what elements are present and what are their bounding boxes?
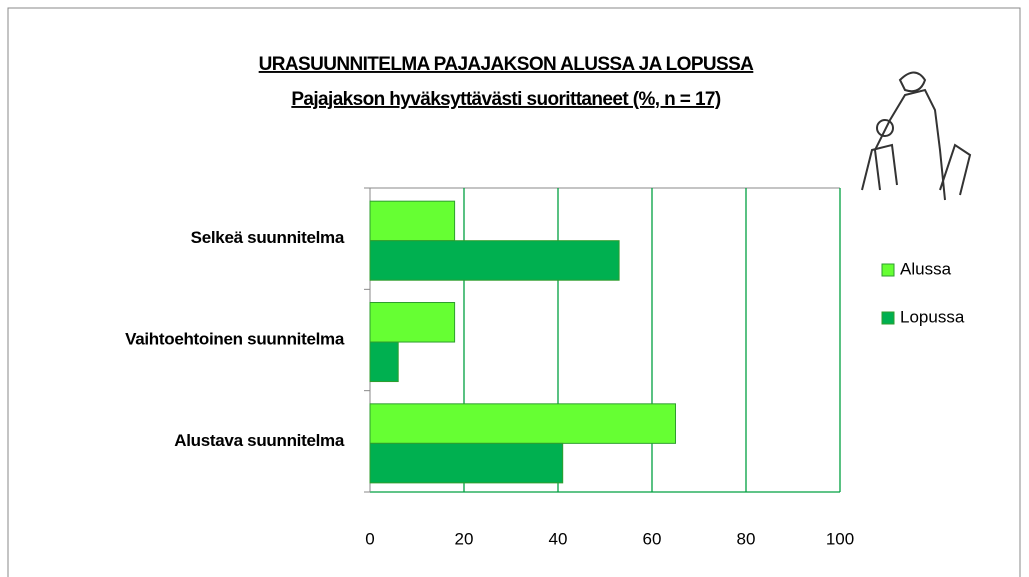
x-tick-label: 0 bbox=[365, 529, 374, 548]
x-tick-label: 80 bbox=[737, 529, 756, 548]
legend-label: Alussa bbox=[900, 259, 952, 278]
x-tick-label: 40 bbox=[549, 529, 568, 548]
x-tick-label: 20 bbox=[455, 529, 474, 548]
x-tick-label: 60 bbox=[643, 529, 662, 548]
y-tick-label: Vaihtoehtoinen suunnitelma bbox=[125, 329, 345, 348]
clip-art bbox=[861, 71, 972, 201]
bar bbox=[369, 341, 399, 383]
y-tick-label: Alustava suunnitelma bbox=[174, 431, 345, 450]
chart-border bbox=[7, 7, 1021, 577]
x-tick-label: 100 bbox=[826, 529, 854, 548]
bar bbox=[369, 403, 676, 444]
legend-swatch bbox=[881, 263, 895, 277]
bar bbox=[369, 302, 456, 343]
bar bbox=[369, 200, 456, 242]
y-tick-label: Selkeä suunnitelma bbox=[191, 228, 345, 247]
legend-label: Lopussa bbox=[900, 307, 965, 326]
legend-swatch bbox=[881, 311, 895, 325]
chart-title: URASUUNNITELMA PAJAJAKSON ALUSSA JA LOPU… bbox=[259, 54, 755, 75]
chart-subtitle: Pajajakson hyväksyttävästi suorittaneet … bbox=[291, 89, 721, 110]
bar bbox=[369, 240, 620, 281]
bar bbox=[369, 442, 564, 484]
